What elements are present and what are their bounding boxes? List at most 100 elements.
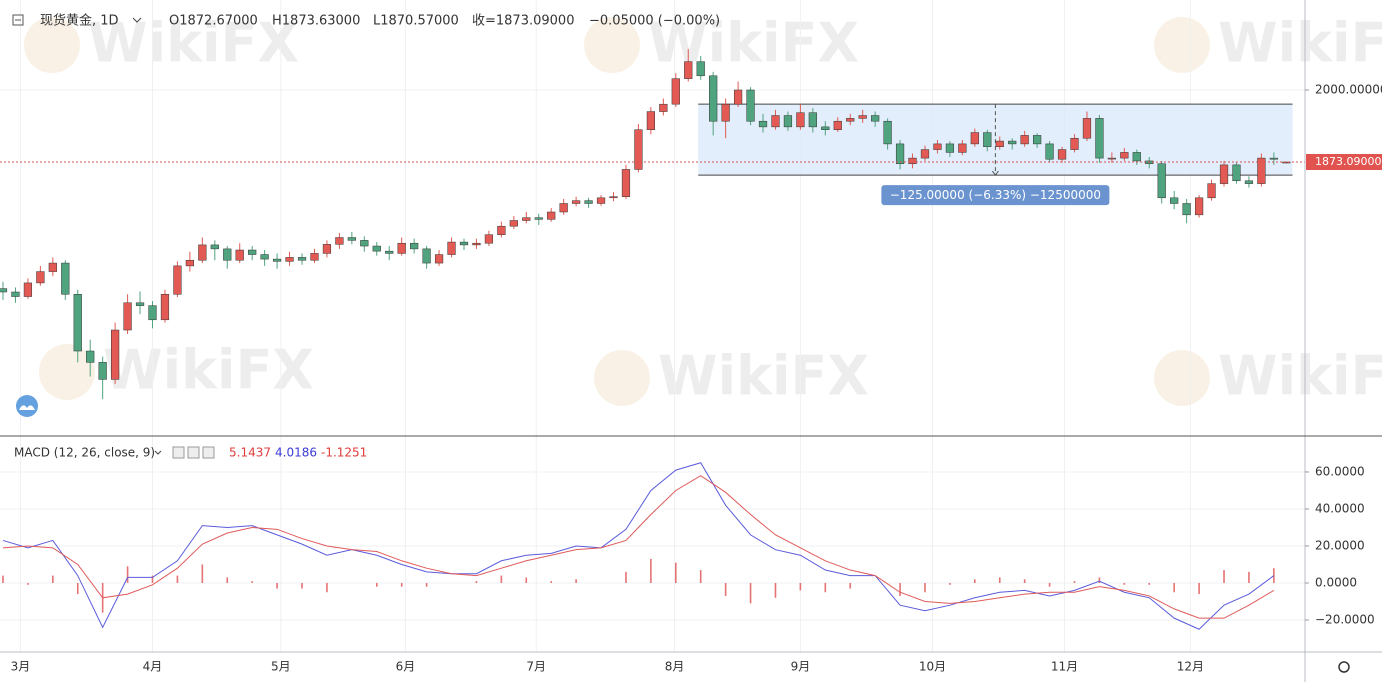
- change-label: −0.05000 (−0.00%): [589, 14, 720, 29]
- candle-body: [210, 244, 219, 250]
- candle-body: [1082, 118, 1092, 139]
- watermark-logo: [594, 350, 650, 406]
- candle-body: [1120, 152, 1129, 159]
- x-tick-label: 4月: [143, 660, 163, 674]
- candle-body: [148, 305, 157, 321]
- y-tick-label: 2000.00000: [1315, 82, 1382, 96]
- histogram-bar: [650, 558, 652, 583]
- interval-dropdown[interactable]: [132, 17, 142, 23]
- candle-body: [260, 254, 269, 260]
- candle-body: [135, 302, 145, 306]
- macd-title: MACD (12, 26, close, 9): [14, 446, 155, 460]
- measure-label: −125.00000 (−6.33%) −12500000: [890, 188, 1101, 202]
- candle-body: [522, 217, 531, 221]
- candle-body: [796, 112, 805, 128]
- candle-body: [833, 120, 842, 130]
- candle-body: [1170, 197, 1179, 204]
- candle-body: [23, 282, 33, 297]
- settings-gear[interactable]: [1338, 661, 1350, 673]
- histogram-bar: [949, 582, 951, 585]
- watermark-logo: [1154, 350, 1210, 406]
- last-price-tag: [1306, 154, 1382, 171]
- watermarks: WikiFX WikiFX WikiFX WikiFX WikiFX WikiFX: [24, 12, 1382, 408]
- candle-body: [821, 126, 830, 130]
- candle-body: [846, 118, 855, 122]
- candle-body: [1269, 157, 1278, 160]
- candle-body: [385, 250, 394, 254]
- candle-body: [746, 89, 755, 122]
- settings-button[interactable]: [187, 446, 200, 459]
- histogram-bar: [176, 575, 179, 583]
- histogram-bar: [226, 577, 229, 583]
- candle-body: [335, 237, 344, 245]
- histogram-bar: [2, 575, 4, 583]
- candle-body: [61, 262, 70, 295]
- x-tick-label: 6月: [396, 660, 416, 674]
- watermark-logo: [39, 344, 95, 400]
- macd-dropdown[interactable]: [154, 450, 162, 455]
- y-tick-label: 60.0000: [1315, 464, 1365, 478]
- candle-body: [248, 249, 257, 255]
- histogram-bar: [550, 581, 553, 583]
- symbol: 现货黄金, 1D: [40, 13, 119, 29]
- candle-body: [48, 262, 57, 272]
- candle-body: [509, 220, 518, 227]
- candle-body: [634, 129, 643, 170]
- watermark: WikiFX: [88, 12, 299, 75]
- histogram-bar: [76, 582, 79, 595]
- candle-body: [983, 132, 992, 147]
- histogram-bar: [425, 582, 428, 587]
- histogram-bar: [849, 582, 852, 589]
- candle-body: [596, 197, 606, 204]
- logo-cloud: [19, 405, 35, 410]
- candle-body: [659, 103, 668, 112]
- histogram-bar: [674, 562, 677, 583]
- candle-body: [721, 103, 730, 122]
- symbol-icon[interactable]: [12, 14, 24, 26]
- close-label: 收=1873.09000: [472, 14, 574, 29]
- candle-body: [297, 257, 307, 261]
- histogram-bar: [1248, 571, 1250, 583]
- histogram-bar: [500, 575, 503, 583]
- candle-body: [908, 157, 917, 165]
- measure-label-box: [881, 185, 1110, 206]
- macd-line: [2, 462, 1275, 630]
- candle-body: [484, 234, 494, 244]
- candle-body: [310, 253, 319, 261]
- histogram-bar: [525, 577, 528, 583]
- histogram-bar: [326, 582, 328, 593]
- candle-body: [933, 143, 942, 150]
- candle-body: [272, 258, 282, 262]
- candle-body: [671, 78, 680, 105]
- histogram-bar: [575, 579, 577, 583]
- candle-body: [434, 254, 444, 264]
- candle-body: [1045, 143, 1054, 160]
- close-button[interactable]: [202, 446, 215, 459]
- histogram-bar: [774, 582, 777, 598]
- eye-button[interactable]: [172, 446, 185, 459]
- candle-body: [372, 245, 381, 252]
- histogram-bar: [1048, 582, 1051, 587]
- macd-legend-value: 5.1437: [229, 446, 271, 460]
- candle-body: [871, 115, 880, 122]
- candle-body: [684, 61, 693, 79]
- candle-body: [1020, 135, 1029, 145]
- histogram-bar: [400, 582, 403, 587]
- candle-body: [1232, 164, 1241, 182]
- candle-body: [771, 115, 780, 128]
- histogram-bar: [824, 582, 827, 593]
- candle-body: [185, 259, 194, 267]
- y-tick-label: 40.0000: [1315, 501, 1365, 515]
- x-tick-label: 10月: [919, 660, 946, 674]
- histogram-bar: [699, 570, 702, 583]
- candle-body: [958, 143, 967, 153]
- candle-body: [1182, 203, 1191, 216]
- candle-body: [609, 196, 618, 199]
- candle-body: [497, 225, 506, 235]
- candle-body: [1095, 118, 1104, 159]
- candle-body: [235, 249, 244, 261]
- candle-body: [360, 240, 369, 247]
- histogram-bar: [724, 582, 727, 596]
- candle-body: [1157, 163, 1166, 199]
